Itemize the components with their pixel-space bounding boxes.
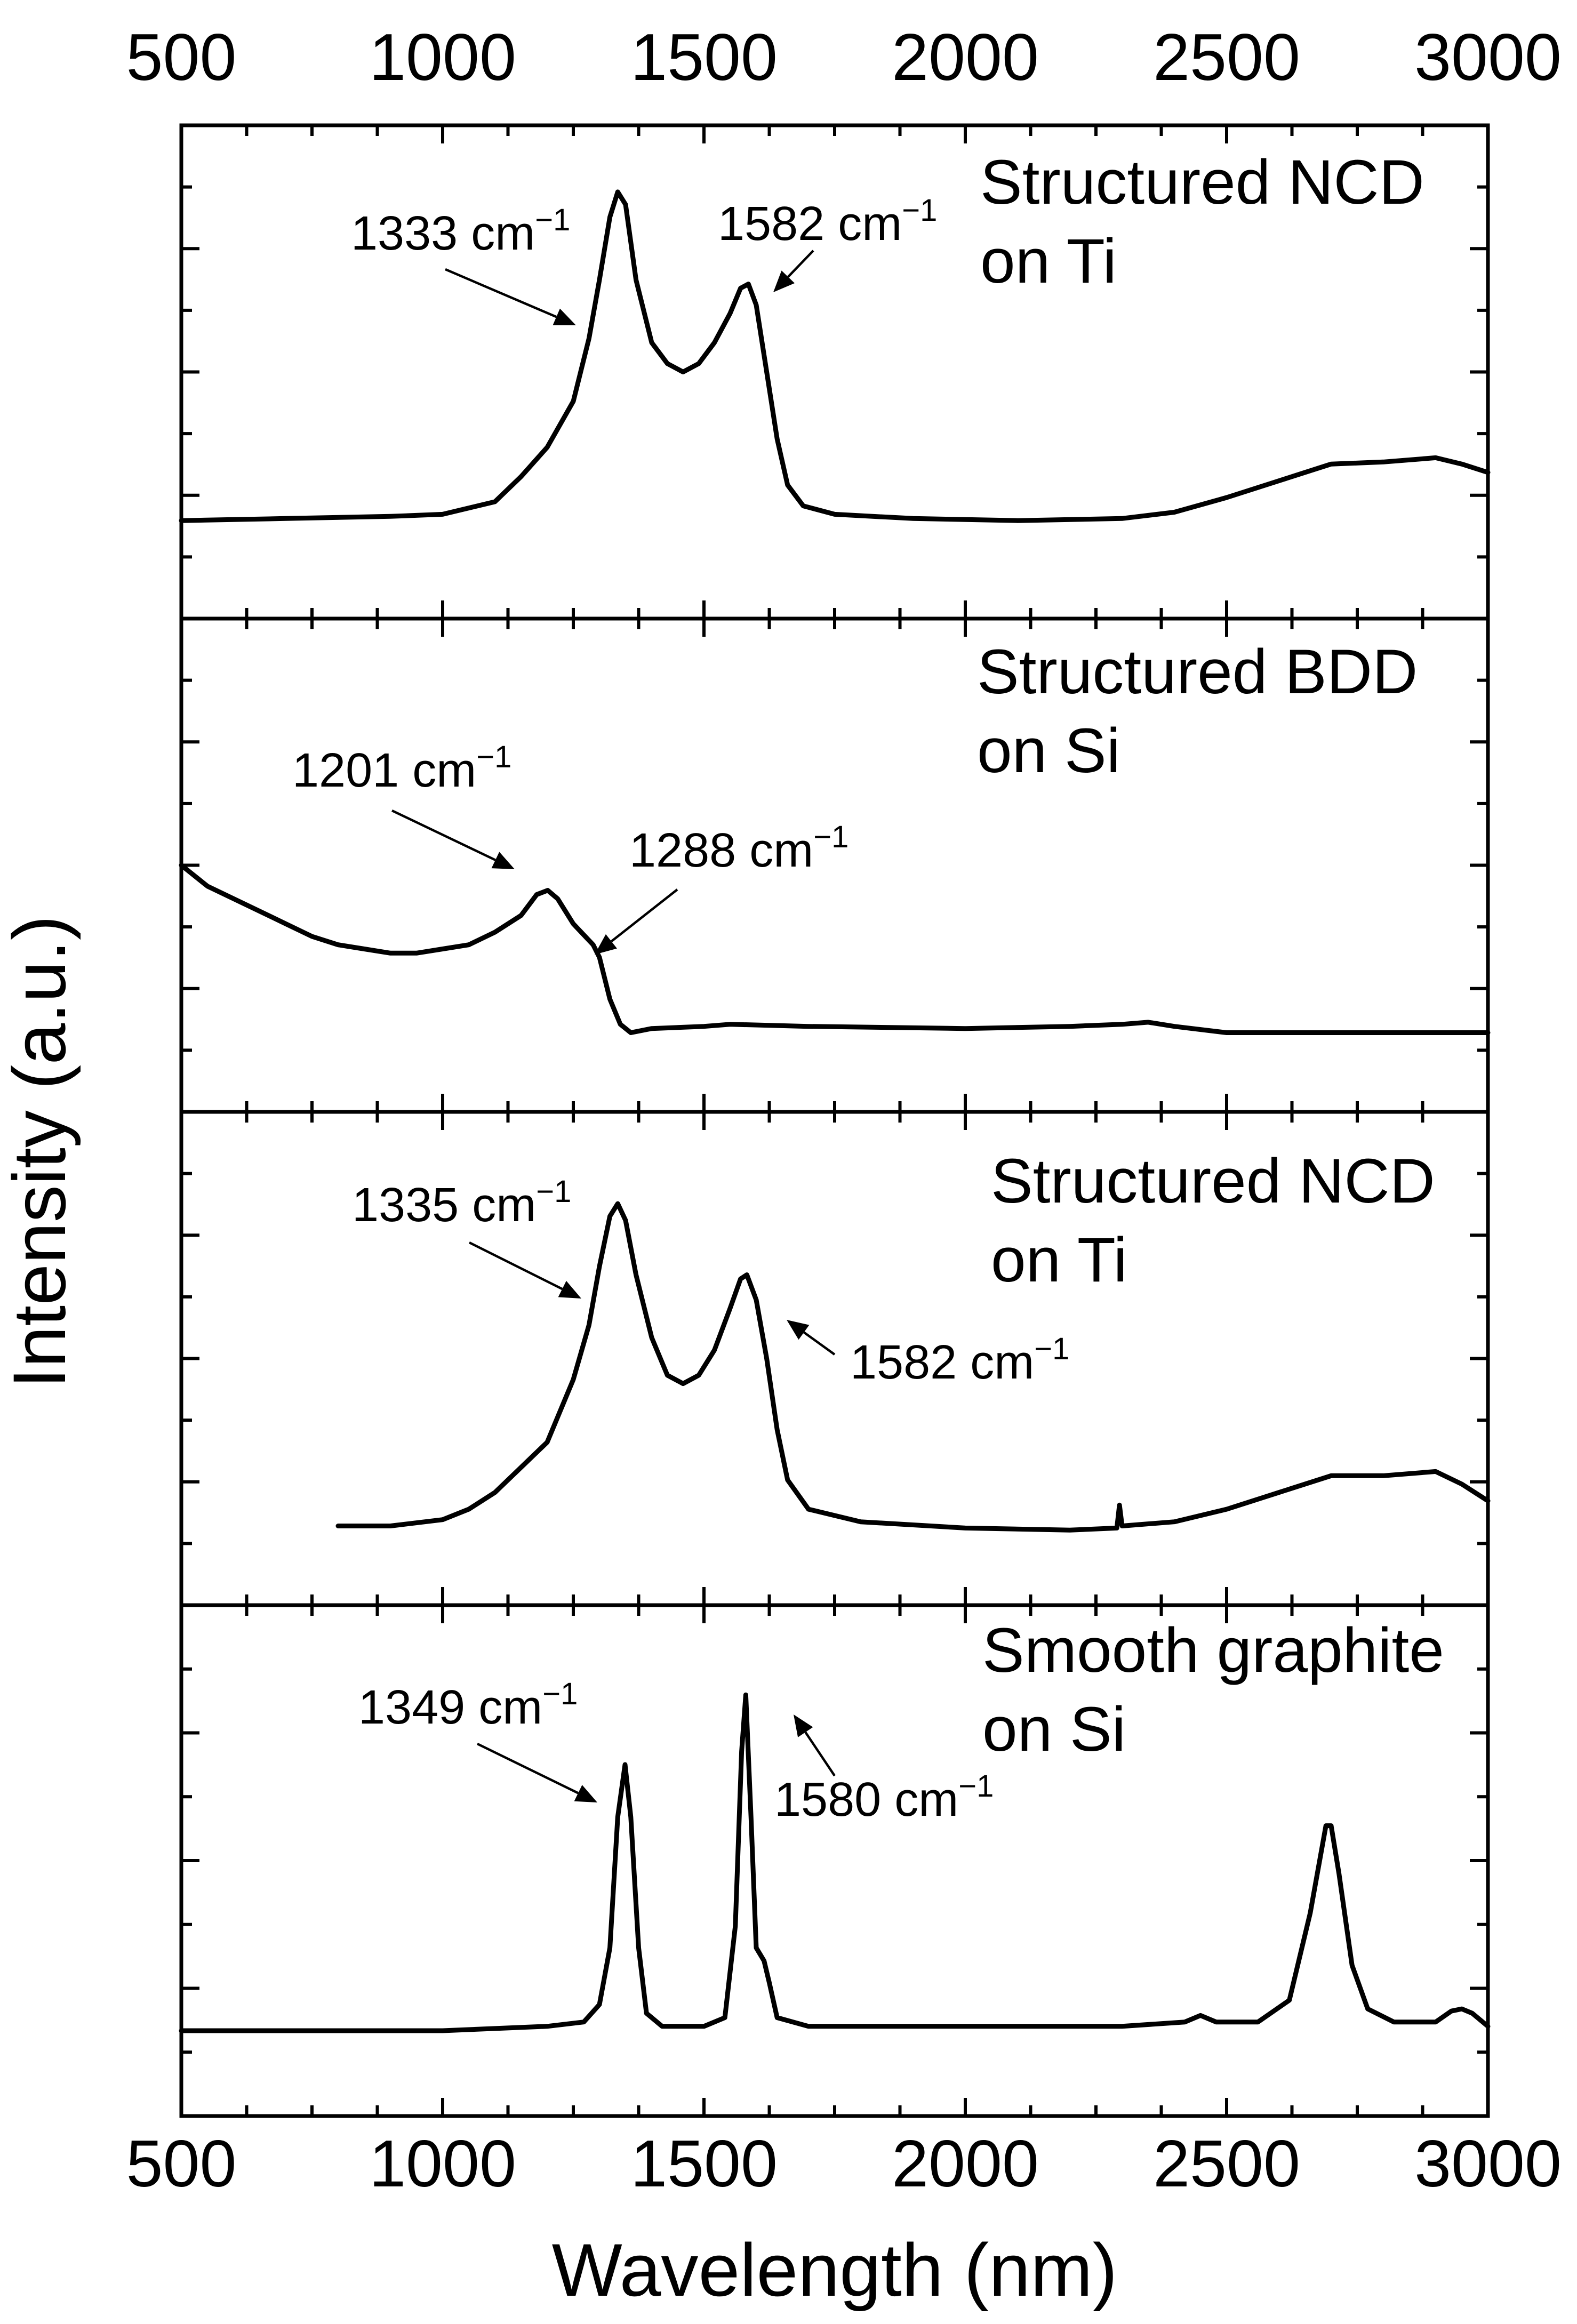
annotation-arrowhead xyxy=(491,852,515,869)
spectra-traces xyxy=(179,189,1491,2033)
annotation-arrow xyxy=(468,1241,563,1291)
peak-label-panel3-1335: 1335 cm−1 xyxy=(352,1174,571,1232)
annotation-arrow xyxy=(391,809,496,861)
peak-label-panel2-1288: 1288 cm−1 xyxy=(629,820,848,877)
panel-3-label-line2: on Ti xyxy=(991,1225,1127,1295)
panel-4-label-line1: Smooth graphite xyxy=(982,1615,1444,1686)
annotation-arrow xyxy=(477,1742,579,1794)
peak-label-panel2-1201: 1201 cm−1 xyxy=(292,740,511,797)
panel-1-label: Structured NCD on Ti xyxy=(980,147,1424,296)
bottom-x-axis: 500 1000 1500 2000 2500 3000 xyxy=(126,2127,1562,2201)
panel-3-label: Structured NCD on Ti xyxy=(991,1146,1435,1295)
panel-4-label: Smooth graphite on Si xyxy=(982,1615,1444,1765)
bottom-x-tick-label: 2000 xyxy=(892,2127,1039,2201)
annotation-arrow xyxy=(611,888,678,943)
panel-2-label: Structured BDD on Si xyxy=(977,637,1418,786)
top-x-tick-label: 1000 xyxy=(369,21,516,94)
bottom-x-tick-label: 500 xyxy=(126,2127,237,2201)
y-axis-title: Intensity (a.u.) xyxy=(0,915,81,1388)
annotation-arrowhead xyxy=(787,1320,810,1340)
top-x-tick-label: 1500 xyxy=(630,21,778,94)
annotation-arrowhead xyxy=(595,934,617,955)
top-x-tick-label: 2500 xyxy=(1153,21,1300,94)
bottom-x-tick-label: 3000 xyxy=(1414,2127,1562,2201)
bottom-x-tick-label: 2500 xyxy=(1153,2127,1300,2201)
annotation-arrowhead xyxy=(574,1785,597,1802)
spectrum-line-panel-3 xyxy=(335,1201,1491,1533)
annotation-arrowhead xyxy=(558,1280,581,1299)
annotation-arrow xyxy=(787,250,814,278)
peak-arrows xyxy=(391,250,836,1802)
peak-label-panel4-1580: 1580 cm−1 xyxy=(774,1769,994,1826)
panel-1-label-line2: on Ti xyxy=(980,226,1117,296)
top-x-tick-label: 500 xyxy=(126,21,237,94)
peak-label-panel4-1349: 1349 cm−1 xyxy=(358,1677,578,1734)
bottom-x-tick-label: 1500 xyxy=(630,2127,778,2201)
peak-label-panel1-1333: 1333 cm−1 xyxy=(351,203,570,260)
annotation-arrow xyxy=(803,1331,836,1356)
panel-2-label-line2: on Si xyxy=(977,716,1120,786)
top-x-axis: 500 1000 1500 2000 2500 3000 xyxy=(126,21,1562,94)
panel-4-label-line2: on Si xyxy=(982,1694,1126,1765)
spectrum-line-panel-4 xyxy=(179,1692,1491,2033)
panel-3-label-line1: Structured NCD xyxy=(991,1146,1435,1216)
annotation-arrowhead xyxy=(794,1714,813,1737)
top-x-tick-label: 2000 xyxy=(892,21,1039,94)
annotation-arrowhead xyxy=(773,270,795,292)
peak-label-panel3-1582: 1582 cm−1 xyxy=(850,1332,1069,1389)
annotation-arrow xyxy=(445,268,557,318)
axes-frame xyxy=(179,123,1490,2118)
spectrum-line-panel-2 xyxy=(179,863,1491,1035)
panel-2-label-line1: Structured BDD xyxy=(977,637,1418,707)
panel-1-label-line1: Structured NCD xyxy=(980,147,1424,218)
annotation-arrow xyxy=(804,1731,836,1777)
peak-label-panel1-1582: 1582 cm−1 xyxy=(718,193,937,251)
top-x-tick-label: 3000 xyxy=(1414,21,1562,94)
annotation-arrowhead xyxy=(553,308,576,325)
bottom-x-tick-label: 1000 xyxy=(369,2127,516,2201)
x-axis-title: Wavelength (nm) xyxy=(552,2228,1118,2312)
spectrum-line-panel-1 xyxy=(179,189,1491,523)
